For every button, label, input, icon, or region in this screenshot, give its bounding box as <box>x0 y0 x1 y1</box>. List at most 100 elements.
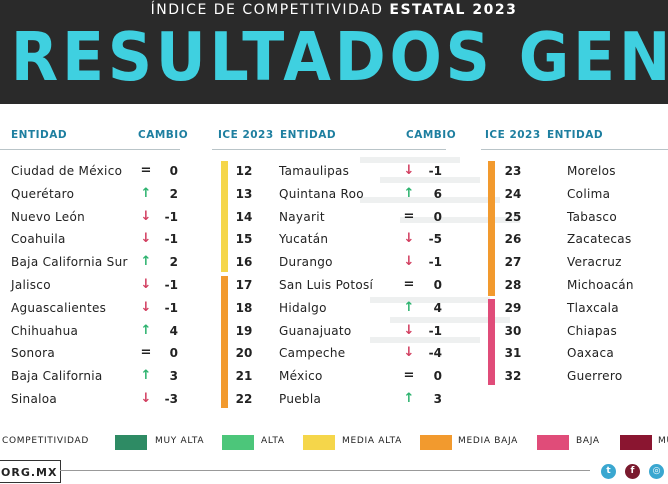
entidad-name: Nayarit <box>279 209 325 224</box>
entidad-name: Yucatán <box>279 232 329 247</box>
change-value: 0 <box>433 369 442 384</box>
col1-entidad-header: ENTIDAD <box>11 129 68 141</box>
table-row: Baja California ↑ 3 <box>0 365 200 387</box>
change-arrow-icon: ↑ <box>140 254 152 270</box>
col2-cambio-header: CAMBIO <box>406 129 457 141</box>
table-row: 28 Michoacán <box>481 274 668 296</box>
subtitle-bold: ESTATAL 2023 <box>389 2 518 18</box>
change-value: -1 <box>164 209 178 224</box>
legend-swatch-baja <box>537 435 569 450</box>
ice-rank: 27 <box>504 255 522 270</box>
ice-rank: 12 <box>235 164 253 178</box>
change-value: 0 <box>169 164 178 178</box>
entidad-name: Querétaro <box>11 186 75 201</box>
ice-rank: 21 <box>235 369 253 384</box>
change-value: 0 <box>433 209 442 224</box>
table-row: Jalisco ↓ -1 <box>0 274 200 296</box>
table-row: 17 San Luis Potosí = 0 <box>212 274 452 296</box>
legend-swatch-alta <box>222 435 254 450</box>
entidad-name: Sonora <box>11 346 55 361</box>
table-row: 19 Guanajuato ↓ -1 <box>212 320 452 342</box>
ice-rank: 15 <box>235 232 253 247</box>
change-arrow-icon: ↓ <box>403 163 415 178</box>
footer-url-box[interactable]: ORG.MX <box>0 460 61 483</box>
ice-rank: 20 <box>235 346 253 361</box>
change-arrow-icon: ↑ <box>403 391 415 406</box>
subtitle-prefix: ÍNDICE DE COMPETITIVIDAD <box>150 2 384 18</box>
table-row: Querétaro ↑ 2 <box>0 183 200 205</box>
entidad-name: Hidalgo <box>279 300 327 315</box>
legend-label-baja: BAJA <box>576 436 600 446</box>
table-row: 29 Tlaxcala <box>481 297 668 319</box>
change-arrow-icon: ↓ <box>140 391 152 406</box>
table-row: Sonora = 0 <box>0 342 200 364</box>
col3-entidad-header: ENTIDAD <box>547 129 604 141</box>
legend-prefix: COMPETITIVIDAD <box>2 436 90 446</box>
change-arrow-icon: = <box>403 368 415 384</box>
ice-rank: 14 <box>235 209 253 224</box>
table-row: 14 Nayarit = 0 <box>212 206 452 228</box>
entidad-name: Tamaulipas <box>279 164 350 178</box>
twitter-icon[interactable]: t <box>601 464 616 479</box>
table-row: 27 Veracruz <box>481 251 668 273</box>
entidad-name: Zacatecas <box>567 232 632 247</box>
header-subtitle: ÍNDICE DE COMPETITIVIDAD ESTATAL 2023 <box>0 2 668 18</box>
entidad-name: Puebla <box>279 392 322 406</box>
col2-divider <box>212 149 446 150</box>
change-value: -1 <box>164 232 178 247</box>
ice-rank: 26 <box>504 232 522 247</box>
change-value: -1 <box>428 255 442 270</box>
change-value: 3 <box>433 392 442 406</box>
change-value: -5 <box>428 232 442 247</box>
change-arrow-icon: ↓ <box>140 231 152 247</box>
change-arrow-icon: ↑ <box>403 185 415 201</box>
change-value: 2 <box>169 186 178 201</box>
ice-rank: 18 <box>235 300 253 315</box>
facebook-icon[interactable]: f <box>625 464 640 479</box>
ice-rank: 30 <box>504 323 522 338</box>
ice-rank: 31 <box>504 346 522 361</box>
legend: COMPETITIVIDAD MUY ALTA ALTA MEDIA ALTA … <box>0 431 668 453</box>
change-arrow-icon: = <box>140 163 152 178</box>
change-value: 0 <box>169 346 178 361</box>
ice-rank: 16 <box>235 255 253 270</box>
table-row: 13 Quintana Roo ↑ 6 <box>212 183 452 205</box>
change-arrow-icon: ↑ <box>403 299 415 315</box>
entidad-name: Nuevo León <box>11 209 86 224</box>
footer-url[interactable]: ORG.MX <box>1 466 58 479</box>
ice-rank: 22 <box>235 392 253 406</box>
change-arrow-icon: ↓ <box>140 299 152 315</box>
page-title: RESULTADOS GENERALES <box>10 18 668 96</box>
table-row: Sinaloa ↓ -3 <box>0 388 200 410</box>
table-row: 26 Zacatecas <box>481 228 668 250</box>
table-row: 12 Tamaulipas ↓ -1 <box>212 160 452 182</box>
entidad-name: Colima <box>567 186 611 201</box>
table-row: 31 Oaxaca <box>481 342 668 364</box>
table-row: 22 Puebla ↑ 3 <box>212 388 452 410</box>
table-row: Ciudad de México = 0 <box>0 160 200 182</box>
table-row: 20 Campeche ↓ -4 <box>212 342 452 364</box>
instagram-icon[interactable]: ◎ <box>649 464 664 479</box>
table-row: 25 Tabasco <box>481 206 668 228</box>
table-row: 30 Chiapas <box>481 320 668 342</box>
legend-swatch-muy-alta <box>115 435 147 450</box>
change-arrow-icon: ↓ <box>403 345 415 361</box>
change-arrow-icon: ↓ <box>140 277 152 292</box>
entidad-name: Guanajuato <box>279 323 352 338</box>
entidad-name: Coahuila <box>11 232 66 247</box>
table-row: 21 México = 0 <box>212 365 452 387</box>
ice-rank: 32 <box>504 369 522 384</box>
table-row: 16 Durango ↓ -1 <box>212 251 452 273</box>
entidad-name: Tlaxcala <box>567 300 619 315</box>
legend-label-media-baja: MEDIA BAJA <box>458 436 519 446</box>
entidad-name: Ciudad de México <box>11 164 123 178</box>
legend-swatch-media-baja <box>420 435 452 450</box>
entidad-name: Oaxaca <box>567 346 615 361</box>
legend-label-muy-baja: MU <box>658 436 668 446</box>
col3-ice-header: ICE 2023 <box>485 129 541 141</box>
ice-rank: 25 <box>504 209 522 224</box>
col3-divider <box>481 149 668 150</box>
entidad-name: Chihuahua <box>11 323 79 338</box>
entidad-name: Guerrero <box>567 369 623 384</box>
col1-cambio-header: CAMBIO <box>138 129 189 141</box>
